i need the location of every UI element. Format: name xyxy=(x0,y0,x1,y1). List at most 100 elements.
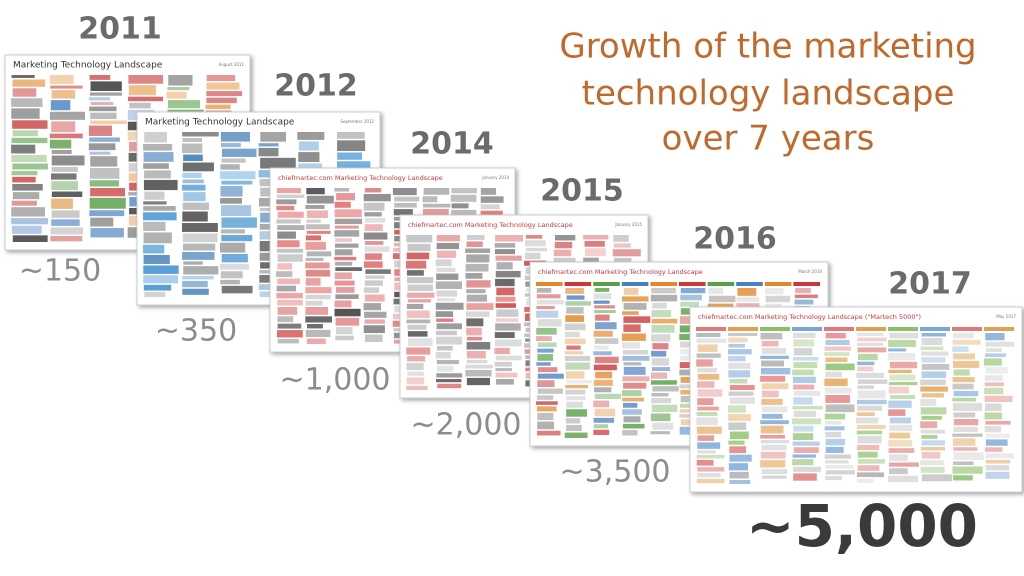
logo-block xyxy=(760,367,791,375)
thumbnail-date: January 2014 xyxy=(481,175,509,180)
logo-block xyxy=(921,371,947,379)
logo-block xyxy=(680,301,700,307)
logo-block xyxy=(12,163,48,170)
logo-block xyxy=(921,364,950,370)
logo-block xyxy=(728,333,758,337)
logo-block xyxy=(729,384,755,391)
logo-block xyxy=(824,346,851,351)
logo-block xyxy=(697,398,714,406)
logo-block xyxy=(128,75,164,84)
logo-block xyxy=(614,257,632,265)
logo-block xyxy=(537,421,555,430)
logo-block xyxy=(437,383,462,389)
logo-block xyxy=(651,324,675,333)
logo-block xyxy=(495,368,512,372)
logo-block xyxy=(696,338,727,343)
logo-block xyxy=(696,454,725,459)
logo-block xyxy=(728,370,751,378)
logo-block xyxy=(363,261,383,268)
logo-block xyxy=(888,339,916,347)
logo-block xyxy=(920,421,938,429)
logo-block xyxy=(921,474,952,482)
logo-block xyxy=(12,120,48,129)
logo-block xyxy=(364,280,383,286)
logo-block xyxy=(985,447,1003,452)
logo-block xyxy=(51,90,76,99)
logo-block xyxy=(792,433,814,441)
logo-block xyxy=(144,191,165,200)
logo-block xyxy=(761,475,787,479)
count-label: ~150 xyxy=(19,254,101,289)
logo-block xyxy=(305,316,333,323)
logo-block xyxy=(537,342,557,348)
logo-block xyxy=(651,358,670,366)
logo-block xyxy=(90,217,114,227)
count-label: ~3,500 xyxy=(559,455,670,490)
logo-block xyxy=(221,148,257,157)
logo-block xyxy=(495,278,515,287)
logo-block xyxy=(496,378,514,385)
logo-block xyxy=(466,351,486,359)
logo-block xyxy=(566,424,582,432)
logo-block xyxy=(480,204,500,210)
thumbnail-date: May 2017 xyxy=(996,314,1016,319)
logo-block xyxy=(494,361,512,367)
logo-block xyxy=(436,267,456,273)
thumbnail-date: March 2016 xyxy=(798,269,822,274)
logo-block xyxy=(335,261,353,266)
logo-block xyxy=(537,373,564,379)
logo-block xyxy=(697,442,721,449)
logo-block xyxy=(984,375,1003,381)
logo-block xyxy=(277,225,305,231)
logo-block xyxy=(920,429,945,434)
logo-block xyxy=(795,288,811,294)
logo-block xyxy=(593,351,612,356)
logo-block xyxy=(277,231,296,239)
logo-block xyxy=(920,460,944,466)
logo-block xyxy=(335,327,353,335)
logo-block xyxy=(857,435,882,444)
logo-block xyxy=(89,75,111,80)
logo-block xyxy=(11,207,45,217)
logo-block xyxy=(679,325,697,333)
column-header xyxy=(824,327,854,331)
logo-block xyxy=(679,426,696,435)
logo-block xyxy=(953,475,973,481)
logo-block xyxy=(728,440,745,445)
logo-block xyxy=(793,397,813,405)
logo-block xyxy=(11,144,36,154)
logo-block xyxy=(496,318,519,322)
logo-block xyxy=(336,193,356,201)
logo-block xyxy=(888,400,912,408)
logo-block xyxy=(406,347,431,355)
logo-block xyxy=(623,366,646,375)
logo-block xyxy=(857,385,874,389)
column-header xyxy=(736,282,763,286)
logo-block xyxy=(89,197,126,209)
logo-block xyxy=(593,417,615,423)
thumbnail-heading: chiefmartec.com Marketing Technology Lan… xyxy=(278,174,443,182)
column-header xyxy=(536,282,563,286)
logo-block xyxy=(737,288,757,296)
logo-block xyxy=(364,217,386,223)
logo-block xyxy=(729,479,751,484)
logo-block xyxy=(436,250,456,258)
logo-block xyxy=(697,373,720,380)
logo-block xyxy=(277,323,302,329)
logo-block xyxy=(623,416,641,423)
logo-block xyxy=(554,241,573,249)
logo-block xyxy=(565,331,580,338)
logo-block xyxy=(697,406,719,411)
logo-block xyxy=(729,431,749,440)
logo-block xyxy=(206,75,236,82)
logo-block xyxy=(857,347,887,353)
logo-block xyxy=(305,241,326,250)
logo-block xyxy=(825,339,850,346)
logo-block xyxy=(364,212,382,217)
logo-block xyxy=(696,333,721,338)
logo-block xyxy=(857,451,878,458)
thumbnail-date: August 2011 xyxy=(219,62,245,67)
logo-block xyxy=(183,154,203,162)
logo-block xyxy=(11,200,37,206)
